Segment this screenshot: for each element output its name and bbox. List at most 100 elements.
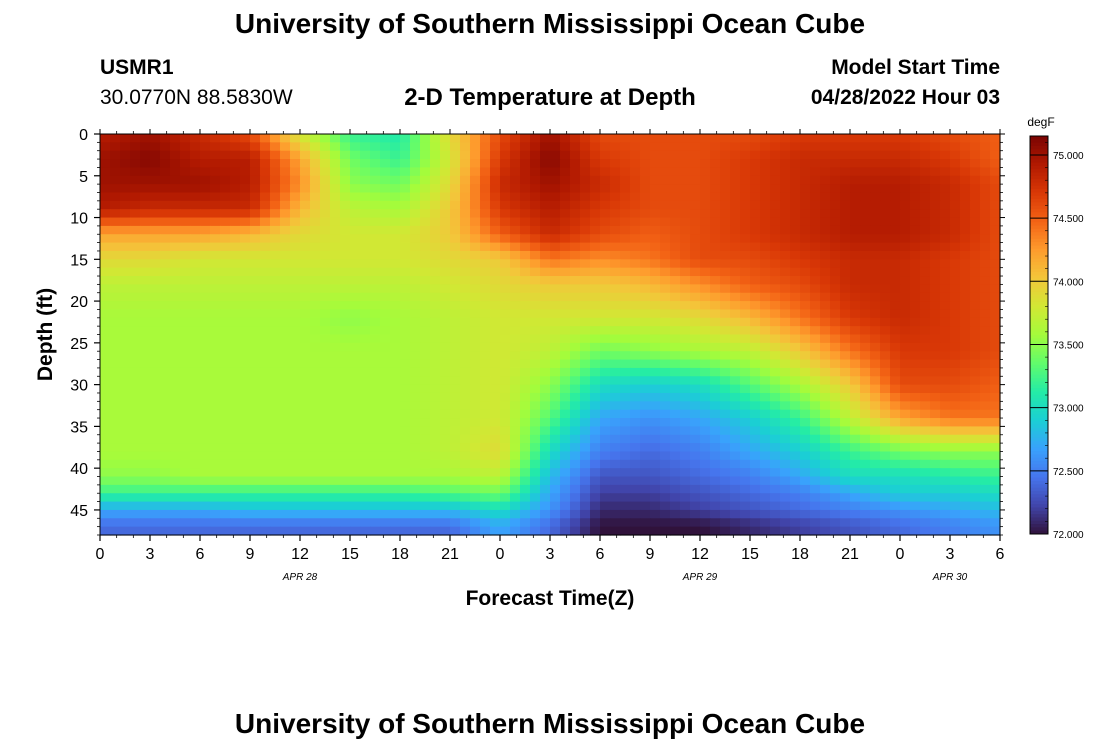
heatmap-cell (290, 451, 301, 461)
heatmap-cell (740, 384, 751, 394)
heatmap-cell (580, 326, 591, 336)
heatmap-cell (560, 476, 571, 486)
heatmap-cell (840, 409, 851, 419)
heatmap-cell (410, 434, 421, 444)
heatmap-cell (220, 392, 231, 402)
heatmap-cell (180, 501, 191, 511)
heatmap-cell (580, 175, 591, 185)
heatmap-cell (980, 317, 991, 327)
heatmap-cell (910, 134, 921, 143)
heatmap-cell (800, 326, 811, 336)
heatmap-cell (360, 443, 371, 453)
heatmap-cell (830, 434, 841, 444)
heatmap-cell (910, 175, 921, 185)
heatmap-cell (160, 301, 171, 311)
heatmap-cell (510, 159, 521, 169)
heatmap-cell (500, 150, 511, 160)
heatmap-cell (230, 242, 241, 252)
heatmap-cell (150, 426, 161, 436)
heatmap-cell (850, 192, 861, 202)
heatmap-cell (460, 342, 471, 352)
heatmap-cell (900, 276, 911, 285)
heatmap-cell (790, 476, 801, 486)
heatmap-cell (930, 159, 941, 169)
heatmap-cell (800, 317, 811, 327)
heatmap-cell (990, 401, 1001, 411)
heatmap-cell (560, 175, 571, 185)
heatmap-cell (690, 376, 701, 386)
heatmap-cell (720, 434, 731, 444)
heatmap-cell (860, 159, 871, 169)
heatmap-cell (310, 342, 321, 352)
heatmap-cell (480, 267, 491, 277)
heatmap-cell (140, 518, 151, 528)
heatmap-cell (610, 384, 621, 394)
heatmap-cell (340, 459, 351, 469)
heatmap-cell (830, 276, 841, 285)
heatmap-cell (680, 267, 691, 277)
heatmap-cell (590, 267, 601, 277)
heatmap-cell (200, 242, 211, 252)
heatmap-cell (780, 451, 791, 461)
x-tick-label: 9 (246, 546, 255, 563)
heatmap-cell (270, 184, 281, 194)
heatmap-cell (690, 359, 701, 369)
x-tick-label: 21 (841, 546, 859, 563)
heatmap-cell (970, 192, 981, 202)
heatmap-cell (810, 284, 821, 294)
heatmap-cell (750, 468, 761, 478)
heatmap-cell (410, 142, 421, 152)
heatmap-cell (300, 276, 311, 285)
heatmap-cell (380, 134, 391, 143)
heatmap-cell (600, 259, 611, 269)
heatmap-cell (940, 418, 951, 427)
heatmap-cell (690, 384, 701, 394)
heatmap-cell (350, 526, 361, 536)
colorbar-segment (1030, 195, 1048, 200)
heatmap-cell (610, 351, 621, 361)
heatmap-cell (210, 451, 221, 461)
heatmap-cell (350, 209, 361, 219)
heatmap-cell (370, 309, 381, 319)
heatmap-cell (340, 142, 351, 152)
heatmap-cell (990, 150, 1001, 160)
heatmap-cell (760, 376, 771, 386)
heatmap-cell (390, 242, 401, 252)
colorbar-segment (1030, 199, 1048, 203)
heatmap-cell (730, 392, 741, 402)
heatmap-cell (240, 418, 251, 427)
heatmap-cell (340, 309, 351, 319)
heatmap-cell (480, 209, 491, 219)
heatmap-cell (870, 493, 881, 503)
heatmap-cell (970, 526, 981, 536)
heatmap-cell (810, 334, 821, 344)
heatmap-cell (100, 200, 111, 210)
heatmap-cell (710, 409, 721, 419)
heatmap-cell (640, 401, 651, 411)
heatmap-cell (660, 342, 671, 352)
heatmap-cell (520, 451, 531, 461)
heatmap-cell (710, 484, 721, 494)
heatmap-cell (260, 150, 271, 160)
heatmap-cell (440, 443, 451, 453)
heatmap-cell (480, 484, 491, 494)
heatmap-cell (580, 468, 591, 478)
heatmap-cell (320, 501, 331, 511)
heatmap-cell (720, 175, 731, 185)
heatmap-cell (390, 134, 401, 143)
heatmap-cell (230, 342, 241, 352)
heatmap-cell (450, 142, 461, 152)
heatmap-cell (870, 301, 881, 311)
heatmap-cell (370, 426, 381, 436)
colorbar-segment (1030, 222, 1048, 227)
heatmap-cell (560, 401, 571, 411)
heatmap-cell (600, 192, 611, 202)
heatmap-cell (550, 484, 561, 494)
heatmap-cell (370, 459, 381, 469)
heatmap-cell (710, 426, 721, 436)
colorbar-segment (1030, 427, 1048, 432)
heatmap-cell (780, 217, 791, 227)
heatmap-cell (680, 259, 691, 269)
heatmap-cell (350, 426, 361, 436)
heatmap-cell (260, 301, 271, 311)
